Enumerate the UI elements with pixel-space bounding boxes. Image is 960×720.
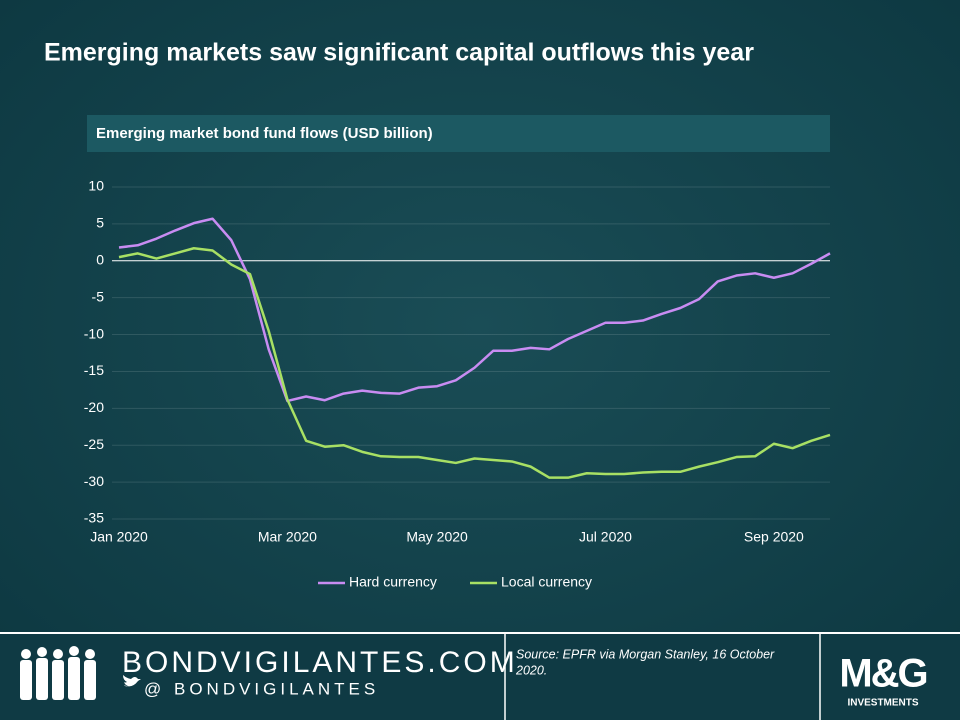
- x-tick-label: Jul 2020: [579, 529, 632, 545]
- chart-subtitle: Emerging market bond fund flows (USD bil…: [96, 125, 433, 142]
- x-tick-label: Jan 2020: [90, 529, 148, 545]
- series-line: [118, 246, 831, 479]
- y-tick-label: -35: [84, 510, 104, 526]
- source-note: Source: EPFR via Morgan Stanley, 16 Octo…: [516, 647, 775, 661]
- y-tick-label: 10: [88, 178, 104, 194]
- y-tick-label: -30: [84, 473, 104, 489]
- subtitle-banner: [87, 115, 830, 152]
- y-tick-label: 0: [96, 251, 104, 267]
- y-tick-label: -5: [92, 288, 105, 304]
- legend-label: Local currency: [501, 574, 592, 590]
- x-tick-label: May 2020: [406, 529, 468, 545]
- chart-title: Emerging markets saw significant capital…: [44, 39, 754, 67]
- site-name: BONDVIGILANTES.COM: [122, 646, 518, 679]
- logo-subtitle: INVESTMENTS: [847, 698, 918, 709]
- y-tick-label: -25: [84, 436, 104, 452]
- logo: M&G: [839, 652, 926, 696]
- y-tick-label: -10: [84, 325, 104, 341]
- y-tick-label: 5: [96, 215, 104, 231]
- footer: [0, 633, 960, 720]
- twitter-handle: @ BONDVIGILANTES: [144, 679, 379, 698]
- series-line: [118, 217, 831, 403]
- legend: Hard currency Local currency: [318, 574, 592, 590]
- y-tick-label: -20: [84, 399, 104, 415]
- x-tick-label: Mar 2020: [258, 529, 317, 545]
- source-note: 2020.: [515, 663, 547, 677]
- plot: -35 -30 -25 -20 -15 -10 -5 0 5 10 Jan 2020 Mar 2020…: [84, 178, 831, 545]
- x-tick-label: Sep 2020: [744, 529, 804, 545]
- twitter-icon: [123, 675, 141, 687]
- legend-label: Hard currency: [349, 574, 437, 590]
- people-icon: [20, 646, 96, 700]
- y-tick-label: -15: [84, 362, 104, 378]
